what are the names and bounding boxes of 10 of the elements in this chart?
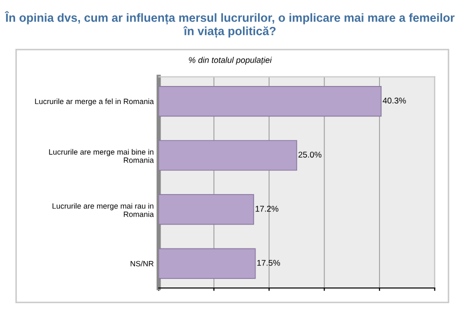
chart-title: În opinia dvs, cum ar influența mersul lucrurilor, o implicare mai mare a femeilor în viața politică? [4,11,455,38]
bar [158,140,298,171]
data-label: 25.0% [298,152,322,158]
bar [158,194,254,225]
bar [158,248,256,279]
chart-subtitle: % din totalul populației [188,56,272,65]
data-label: 40.3% [382,98,406,104]
bar [158,86,382,117]
data-label: 17.5% [257,260,280,266]
data-label: 17.2% [256,206,278,212]
